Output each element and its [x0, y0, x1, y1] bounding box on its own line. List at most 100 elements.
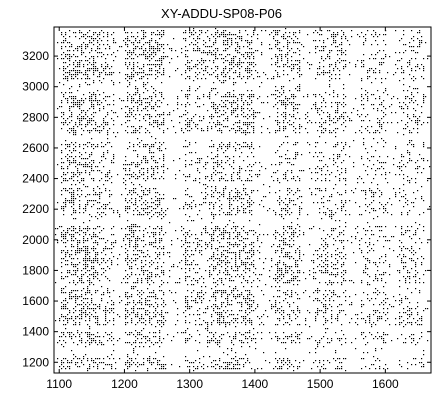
recurrence-point [159, 64, 161, 66]
recurrence-point [237, 36, 239, 38]
recurrence-point [315, 194, 317, 196]
recurrence-point [163, 48, 165, 50]
recurrence-point [325, 260, 327, 262]
recurrence-point [319, 208, 321, 210]
recurrence-point [313, 104, 315, 106]
recurrence-point [395, 72, 397, 74]
recurrence-point [287, 254, 289, 256]
recurrence-point [381, 64, 383, 66]
recurrence-point [411, 160, 413, 162]
recurrence-point [263, 102, 265, 104]
recurrence-point [191, 234, 193, 236]
recurrence-point [95, 236, 97, 238]
recurrence-point [161, 82, 163, 84]
recurrence-point [145, 162, 147, 164]
recurrence-point [203, 96, 205, 98]
recurrence-point [361, 94, 363, 96]
recurrence-point [205, 52, 207, 54]
recurrence-point [203, 198, 205, 200]
recurrence-point [407, 162, 409, 164]
recurrence-point [319, 62, 321, 64]
recurrence-point [419, 32, 421, 34]
recurrence-point [141, 196, 143, 198]
recurrence-point [159, 240, 161, 242]
recurrence-point [135, 264, 137, 266]
recurrence-point [237, 192, 239, 194]
recurrence-point [95, 122, 97, 124]
recurrence-point [233, 84, 235, 86]
recurrence-point [139, 200, 141, 202]
recurrence-point [293, 52, 295, 54]
recurrence-point [139, 96, 141, 98]
recurrence-point [157, 162, 159, 164]
recurrence-point [175, 178, 177, 180]
recurrence-point [161, 56, 163, 58]
recurrence-point [367, 166, 369, 168]
recurrence-point [239, 250, 241, 252]
recurrence-point [317, 188, 319, 190]
recurrence-point [79, 120, 81, 122]
recurrence-point [331, 74, 333, 76]
recurrence-point [217, 66, 219, 68]
recurrence-point [247, 258, 249, 260]
recurrence-point [279, 262, 281, 264]
recurrence-point [301, 170, 303, 172]
recurrence-point [217, 150, 219, 152]
recurrence-point [213, 256, 215, 258]
recurrence-point [289, 252, 291, 254]
recurrence-point [393, 250, 395, 252]
recurrence-point [143, 236, 145, 238]
recurrence-point [361, 126, 363, 128]
recurrence-point [143, 202, 145, 204]
recurrence-point [335, 128, 337, 130]
recurrence-point [73, 104, 75, 106]
recurrence-point [135, 88, 137, 90]
recurrence-point [335, 240, 337, 242]
recurrence-point [97, 104, 99, 106]
recurrence-point [83, 236, 85, 238]
recurrence-point [129, 40, 131, 42]
recurrence-point [233, 246, 235, 248]
recurrence-point [407, 144, 409, 146]
recurrence-point [123, 240, 125, 242]
recurrence-point [251, 192, 253, 194]
recurrence-point [239, 68, 241, 70]
recurrence-point [419, 44, 421, 46]
recurrence-point [69, 106, 71, 108]
recurrence-point [91, 146, 93, 148]
recurrence-point [221, 146, 223, 148]
recurrence-point [271, 266, 273, 268]
recurrence-point [155, 234, 157, 236]
recurrence-point [409, 182, 411, 184]
recurrence-point [297, 104, 299, 106]
recurrence-point [211, 244, 213, 246]
recurrence-point [115, 240, 117, 242]
recurrence-point [227, 48, 229, 50]
recurrence-point [93, 180, 95, 182]
recurrence-point [101, 252, 103, 254]
recurrence-point [331, 212, 333, 214]
recurrence-point [343, 264, 345, 266]
recurrence-point [299, 246, 301, 248]
recurrence-point [277, 178, 279, 180]
recurrence-point [143, 256, 145, 258]
recurrence-point [393, 158, 395, 160]
recurrence-point [359, 176, 361, 178]
recurrence-point [103, 152, 105, 154]
recurrence-point [323, 72, 325, 74]
recurrence-point [371, 196, 373, 198]
recurrence-point [381, 162, 383, 164]
recurrence-point [97, 144, 99, 146]
recurrence-point [83, 100, 85, 102]
recurrence-point [133, 250, 135, 252]
recurrence-point [185, 258, 187, 260]
recurrence-point [149, 192, 151, 194]
recurrence-point [249, 96, 251, 98]
recurrence-point [71, 214, 73, 216]
recurrence-point [159, 58, 161, 60]
recurrence-point [125, 44, 127, 46]
recurrence-point [193, 116, 195, 118]
recurrence-point [209, 46, 211, 48]
recurrence-point [331, 254, 333, 256]
recurrence-point [225, 74, 227, 76]
